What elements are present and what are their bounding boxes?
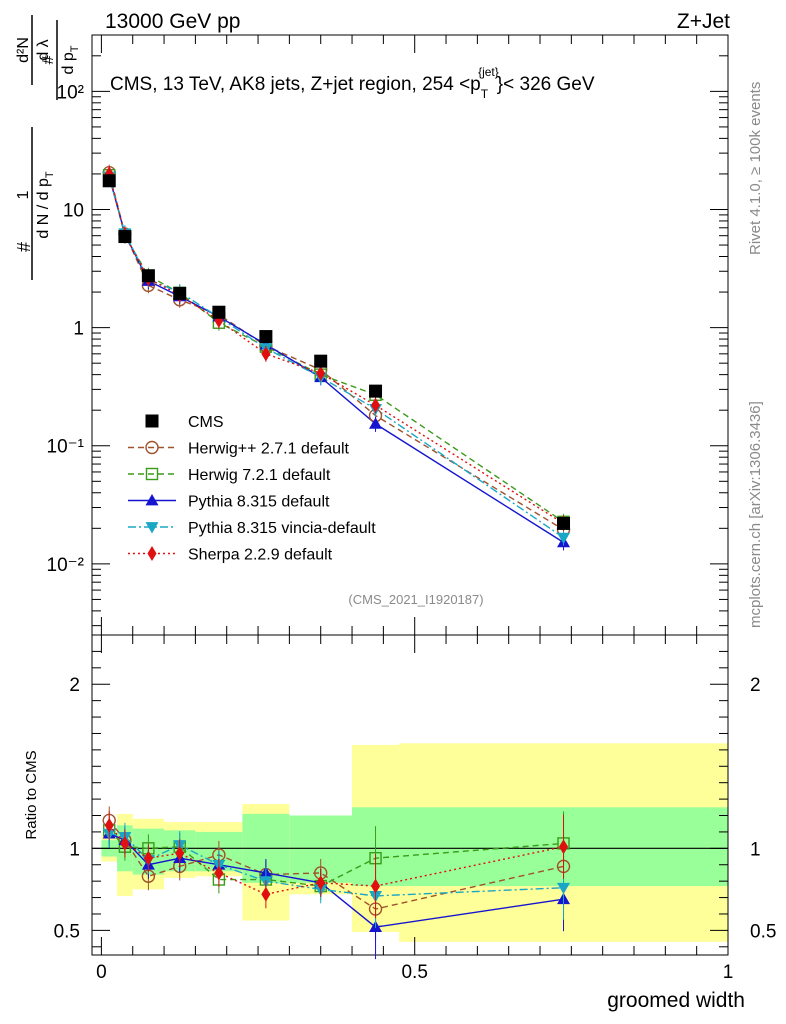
ratio-y-tick-label-right: 0.5: [750, 921, 776, 942]
cms-data-point: [259, 330, 273, 344]
ratio-data-point: [175, 845, 185, 861]
ratio-y-tick-label: 1: [69, 839, 80, 860]
ratio-data-point: [120, 835, 130, 851]
svg-text:1: 1: [15, 190, 32, 199]
ratio-y-tick-label: 2: [69, 675, 80, 696]
main-axis-ticks: [92, 34, 729, 635]
analysis-tag: (CMS_2021_I1920187): [348, 592, 483, 607]
ratio-y-tick-label-right: 1: [750, 839, 761, 860]
main-y-tick-label: 10²: [57, 82, 84, 103]
main-y-tick-label: 10⁻²: [47, 555, 85, 576]
ratio-data-point: [557, 882, 571, 895]
legend: CMS Herwig++ 2.7.1 default Herwig 7.2.1 de…: [128, 414, 376, 564]
ratio-y-axis-label: Ratio to CMS: [23, 750, 40, 839]
ratio-data-point: [370, 878, 381, 894]
main-data-point: [369, 417, 383, 429]
ratio-bands: [92, 743, 728, 942]
legend-marker: [147, 546, 157, 561]
legend-label: Pythia 8.315 default: [188, 494, 330, 511]
cms-data-point: [314, 354, 328, 368]
ratio-y-tick-label-right: 2: [750, 675, 761, 696]
ratio-data-point: [316, 875, 326, 891]
main-data-point: [261, 346, 271, 362]
ratio-series-line: [108, 829, 564, 887]
main-series-group: [102, 164, 571, 551]
ratio-y-tick-label: 0.5: [54, 921, 80, 942]
legend-label: Pythia 8.315 vincia-default: [188, 520, 376, 537]
svg-text:d pT: d pT: [60, 45, 81, 74]
svg-text:d²N: d²N: [15, 37, 32, 63]
main-data-point: [370, 397, 381, 413]
ratio-series-line: [108, 824, 564, 896]
main-data-point: [214, 312, 224, 328]
ratio-data-point: [558, 839, 569, 855]
main-y-tick-label: 1: [73, 319, 84, 340]
main-series-line: [108, 176, 564, 539]
cms-data-point: [173, 286, 187, 300]
x-tick-label: 0.5: [401, 962, 427, 983]
svg-text:#: #: [14, 242, 34, 252]
main-plot-frame: [91, 34, 729, 636]
ratio-axis-ticks: 0.5 0.5 1 1 2 2 0 0.5 1: [54, 635, 776, 983]
cms-data-point: [557, 516, 571, 530]
cms-data-point: [141, 269, 155, 283]
cms-data-point: [369, 384, 383, 398]
main-y-tick-label: 10: [63, 200, 84, 221]
main-y-tick-labels: 10⁻² 10⁻¹ 1 10 10²: [47, 82, 85, 576]
svg-text:#: #: [40, 55, 57, 64]
main-data-point: [316, 365, 326, 381]
cms-data-point: [212, 305, 226, 319]
x-tick-label: 1: [723, 962, 734, 983]
legend-label: Sherpa 2.2.9 default: [188, 547, 333, 564]
rivet-label: Rivet 4.1.0, ≥ 100k events: [747, 82, 764, 255]
ratio-data-point: [214, 865, 224, 881]
ratio-data-point: [104, 817, 114, 833]
svg-text:d N / d pT: d N / d pT: [35, 171, 56, 238]
main-series-line: [108, 175, 564, 523]
main-y-axis-label: # 1 d N / d pT # d pT d²N d λ: [14, 15, 81, 280]
legend-marker: [145, 522, 159, 534]
header-right: Z+Jet: [677, 10, 730, 33]
legend-marker: [145, 494, 159, 506]
x-tick-label: 0: [96, 962, 107, 983]
main-data-point: [557, 532, 571, 545]
mcplots-label: mcplots.cern.ch [arXiv:1306.3436]: [747, 401, 764, 628]
legend-label: Herwig 7.2.1 default: [188, 467, 331, 484]
ratio-data-point: [143, 850, 153, 866]
main-series-line: [108, 173, 564, 525]
plot-title: CMS, 13 TeV, AK8 jets, Z+jet region, 254…: [110, 65, 595, 101]
legend-label: CMS: [188, 414, 224, 431]
x-axis-label: groomed width: [607, 989, 745, 1012]
ratio-series-group: [102, 806, 571, 960]
legend-marker: [145, 440, 159, 455]
main-y-tick-label: 10⁻¹: [47, 437, 85, 458]
legend-marker: [145, 414, 159, 428]
ratio-data-point: [261, 886, 271, 902]
legend-marker: [145, 467, 159, 481]
legend-label: Herwig++ 2.7.1 default: [188, 441, 350, 458]
cms-data-point: [118, 230, 132, 244]
ratio-plot-frame: [91, 634, 729, 956]
header-left: 13000 GeV pp: [105, 10, 240, 33]
svg-text:d λ: d λ: [35, 39, 52, 60]
cms-data-point: [102, 174, 116, 188]
